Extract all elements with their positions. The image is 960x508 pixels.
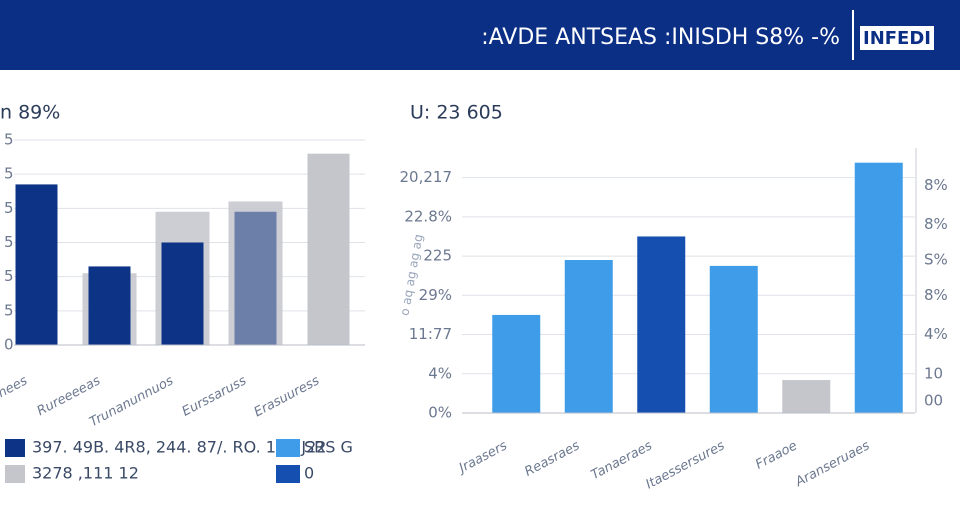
header-title: :AVDE ANTSEAS :INISDH S8% -%: [481, 25, 840, 50]
bar: [88, 266, 131, 345]
y2-tick-label: 00: [924, 392, 943, 410]
bar: [637, 236, 686, 413]
badge: INFEDI: [863, 28, 931, 49]
y-tick-label: 20,217: [400, 168, 453, 186]
y-tick-label: 5: [4, 165, 14, 183]
x-tick-label: Aranseruaes: [792, 438, 872, 490]
y-tick-label: 22.8%: [404, 207, 452, 225]
legend-label: SRS G: [304, 438, 353, 457]
x-tick-label: Trunanunnuos: [87, 373, 176, 430]
y-tick-label: 0: [4, 336, 14, 354]
legend-swatch: [5, 439, 25, 457]
x-tick-label: Reasraes: [522, 438, 582, 479]
y-tick-label: 5: [4, 267, 14, 285]
bar: [15, 184, 58, 345]
y-tick-label: 5: [4, 199, 14, 217]
x-tick-label: Jraasers: [454, 438, 510, 477]
y-tick-label: 5: [4, 301, 14, 319]
bar: [492, 314, 541, 413]
bar: [854, 162, 903, 413]
chart-title: n 89%: [0, 102, 60, 124]
y-tick-label: 4%: [428, 364, 452, 382]
y-tick-label: 29%: [419, 286, 452, 304]
legend-swatch: [276, 465, 300, 483]
badge-box: [860, 26, 934, 50]
x-tick-label: Eurssaruss: [180, 373, 249, 419]
y-tick-label: 11:77: [409, 325, 452, 343]
x-tick-label: Itaessersures: [643, 438, 727, 492]
x-tick-label: Erasuuress: [252, 373, 323, 420]
bar: [234, 211, 277, 345]
x-tick-label: Fraaoe: [753, 438, 800, 472]
legend-label: 397. 49B. 4R8, 244. 87/. RO. 108 J22: [32, 438, 326, 457]
y-tick-label: 0%: [428, 404, 452, 422]
y2-tick-label: 10: [924, 364, 943, 382]
chart-title: U: 23 605: [410, 102, 503, 124]
y-axis-label: o aq ag ag ag: [397, 233, 425, 317]
legend-label: 0: [304, 464, 314, 483]
y2-tick-label: S%: [924, 251, 948, 269]
y-tick-label: 225: [423, 247, 452, 265]
legend-label: 3278 ,111 12: [32, 464, 139, 483]
y2-tick-label: 8%: [924, 286, 948, 304]
bar: [782, 380, 831, 413]
x-tick-label: Rureeeeas: [35, 373, 103, 419]
legend-swatch: [276, 439, 300, 457]
legend-swatch: [5, 465, 25, 483]
bar: [709, 265, 758, 413]
header-bar: [0, 0, 960, 70]
y2-tick-label: 8%: [924, 215, 948, 233]
bar: [564, 260, 613, 413]
bar: [307, 153, 350, 345]
x-tick-label: Tanaeraes: [589, 438, 655, 483]
y-tick-label: 5: [4, 233, 14, 251]
y-tick-label: 5: [4, 131, 14, 149]
x-tick-label: Fisasrunees: [0, 373, 30, 423]
y2-tick-label: 4%: [924, 325, 948, 343]
bar: [161, 242, 204, 345]
y2-tick-label: 8%: [924, 176, 948, 194]
